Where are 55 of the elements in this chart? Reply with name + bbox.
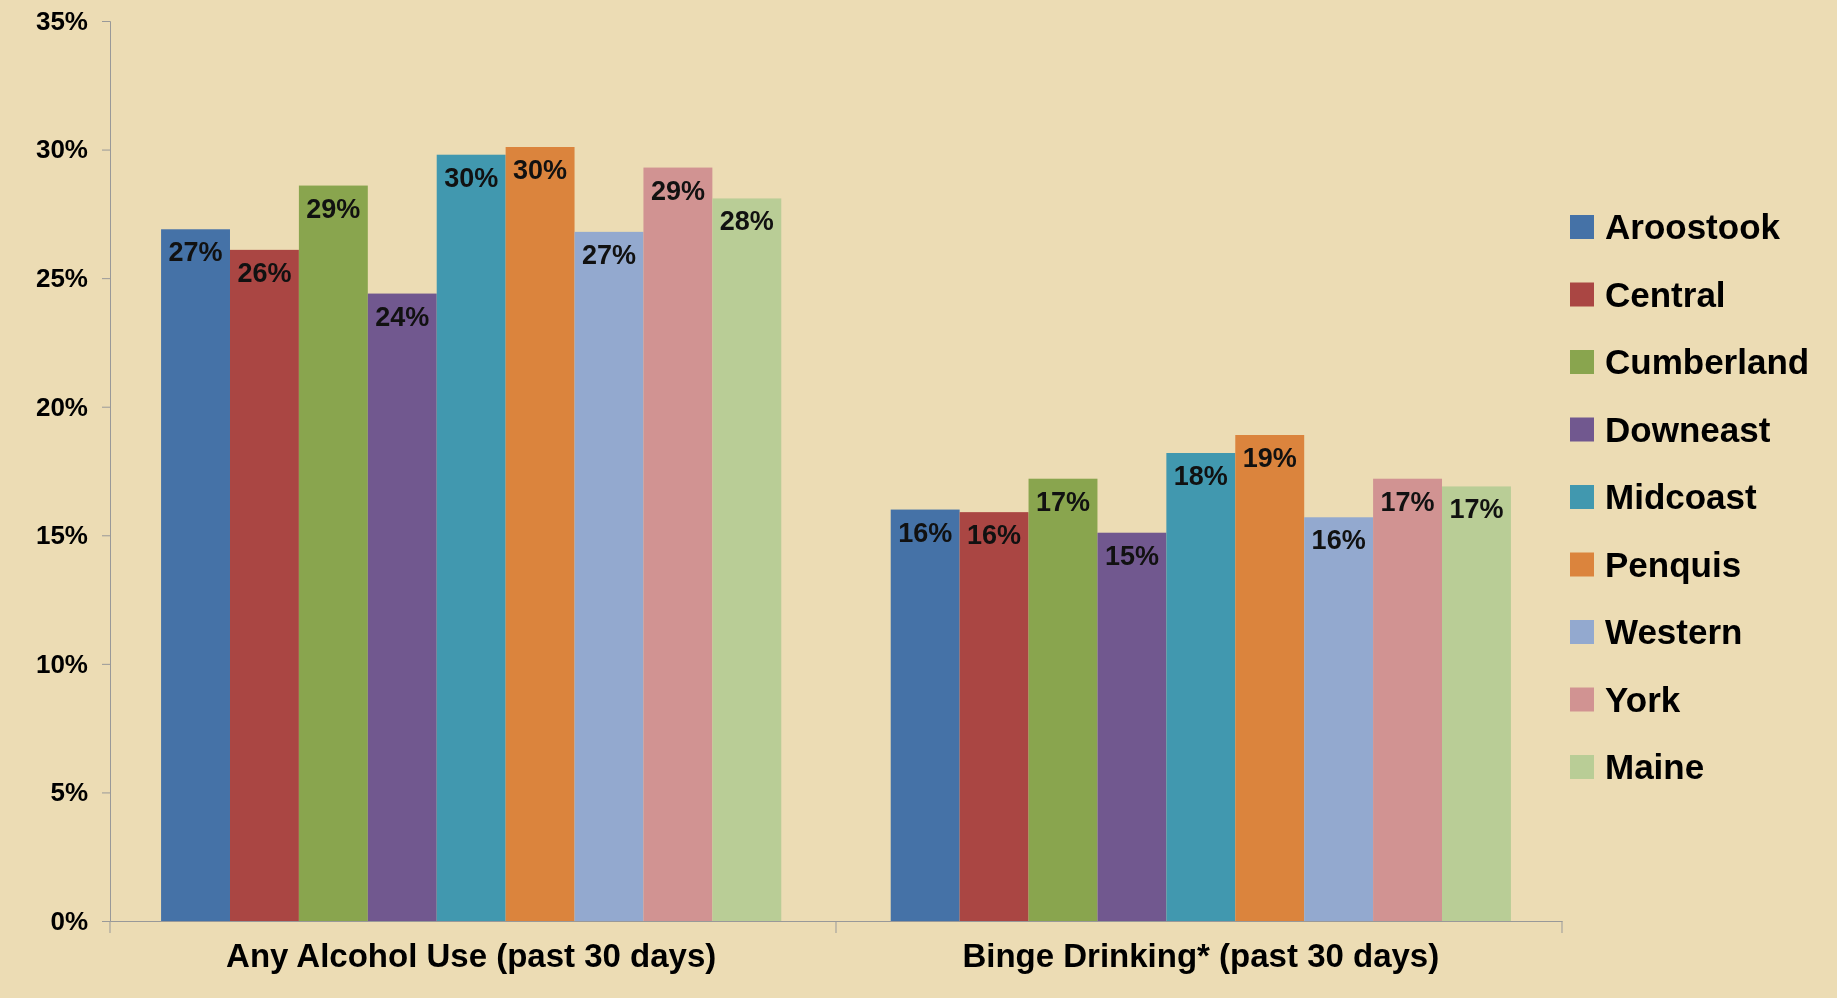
y-tick-label: 10% — [35, 648, 88, 679]
data-label: 17% — [1380, 486, 1435, 517]
legend-label: Maine — [1605, 747, 1705, 786]
y-tick-label: 0% — [50, 905, 88, 936]
y-tick-label: 5% — [50, 777, 88, 808]
data-label: 17% — [1449, 494, 1504, 525]
legend-label: Midcoast — [1605, 477, 1758, 516]
legend-label: Penquis — [1605, 544, 1742, 584]
bar — [959, 512, 1029, 921]
data-label: 16% — [898, 517, 953, 548]
data-label: 27% — [168, 237, 223, 268]
x-tick-label: Any Alcohol Use (past 30 days) — [226, 936, 717, 974]
data-label: 15% — [1104, 540, 1159, 571]
bar — [890, 509, 960, 921]
bar — [1166, 453, 1236, 921]
bar — [229, 249, 299, 921]
bar — [298, 185, 368, 921]
data-label: 29% — [306, 193, 361, 224]
bar — [1097, 532, 1167, 921]
legend-label: Aroostook — [1605, 207, 1781, 246]
data-label: 16% — [967, 520, 1022, 551]
bar — [1028, 478, 1098, 921]
data-label: 30% — [444, 162, 499, 193]
bar — [367, 293, 437, 921]
data-label: 26% — [237, 257, 292, 288]
legend-label: Cumberland — [1605, 342, 1810, 381]
bar — [436, 154, 506, 921]
bar — [1235, 435, 1305, 921]
y-tick-label: 30% — [35, 134, 88, 165]
data-label: 16% — [1311, 525, 1366, 556]
x-tick-label: Binge Drinking* (past 30 days) — [962, 936, 1440, 974]
bar — [505, 147, 575, 921]
y-tick-label: 25% — [35, 262, 88, 293]
bar — [643, 167, 713, 921]
data-label: 24% — [375, 301, 430, 332]
data-label: 30% — [513, 155, 568, 185]
bar — [161, 229, 230, 921]
data-label: 17% — [1035, 486, 1091, 517]
data-label: 19% — [1242, 443, 1297, 473]
data-label: 18% — [1173, 461, 1228, 491]
y-tick-label: 35% — [35, 5, 88, 36]
bar — [1373, 478, 1443, 921]
legend-label: York — [1605, 679, 1681, 719]
legend-label: Central — [1605, 274, 1726, 314]
bar — [574, 231, 644, 921]
legend-label: Western — [1605, 612, 1743, 651]
data-label: 27% — [581, 239, 637, 270]
data-label: 28% — [719, 206, 774, 237]
bar — [1304, 517, 1374, 921]
data-label: 29% — [650, 175, 705, 206]
bar — [1442, 486, 1511, 921]
legend-label: Downeast — [1605, 409, 1771, 449]
bar — [712, 198, 782, 921]
y-tick-label: 20% — [35, 391, 88, 422]
y-tick-label: 15% — [35, 520, 88, 551]
